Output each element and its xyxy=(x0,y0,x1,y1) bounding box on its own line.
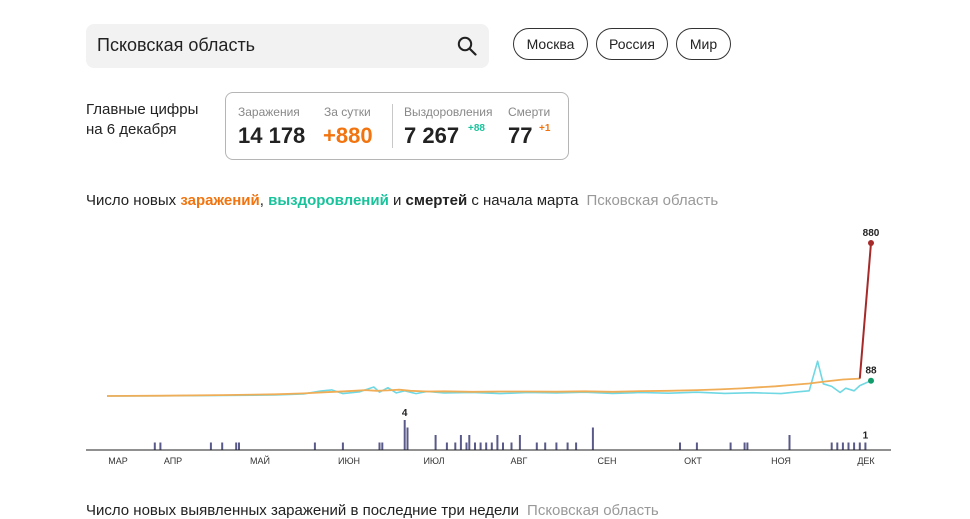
infections-line xyxy=(106,377,860,397)
stats-divider xyxy=(392,104,393,148)
death-bar xyxy=(743,442,746,450)
x-tick-label: ИЮЛ xyxy=(423,456,444,466)
recoveries-line xyxy=(106,360,872,397)
death-bar xyxy=(566,442,569,450)
recoveries-last-point xyxy=(868,377,874,384)
x-tick-label: МАР xyxy=(108,456,128,466)
chart-title-infections: заражений xyxy=(180,192,260,209)
region-button-russia[interactable]: Россия xyxy=(596,28,668,60)
infections-last-label: 880 xyxy=(863,228,880,239)
death-bar xyxy=(788,435,791,450)
death-bar xyxy=(575,442,578,450)
death-bar xyxy=(864,442,867,450)
per-day-caption: За сутки xyxy=(324,105,371,119)
x-tick-label: НОЯ xyxy=(771,456,791,466)
chart-title-recoveries: выздоровлений xyxy=(268,192,389,209)
death-bar xyxy=(378,442,381,450)
chart-area: МАР АПР МАЙ ИЮН ИЮЛ АВГ СЕН ОКТ НОЯ ДЕК 880 88 4 1 xyxy=(86,228,891,466)
death-bar xyxy=(445,442,448,450)
chart-title-region: Псковская область xyxy=(586,192,719,209)
death-bar xyxy=(555,442,558,450)
stats-box: Заражения 14 178 За сутки +880 Выздоровл… xyxy=(225,92,569,160)
chart-title-deaths: смертей xyxy=(405,192,468,209)
chart-title-suffix: с начала марта xyxy=(467,192,579,209)
death-bar xyxy=(238,442,240,450)
deaths-max-label: 4 xyxy=(402,408,408,419)
search-icon[interactable] xyxy=(457,36,477,56)
death-bar xyxy=(403,420,406,450)
death-bar xyxy=(490,442,493,450)
death-bar xyxy=(535,442,538,450)
death-bar xyxy=(221,442,224,450)
recoveries-increment: +88 xyxy=(468,123,485,134)
death-bar xyxy=(474,442,476,450)
death-bar xyxy=(591,427,594,450)
death-bar xyxy=(830,442,833,450)
death-bar xyxy=(841,442,844,450)
death-bar xyxy=(496,435,499,450)
death-bar xyxy=(502,442,504,450)
death-bar xyxy=(341,442,344,450)
death-bar xyxy=(518,435,521,450)
summary-label: Главные цифры на 6 декабря xyxy=(86,100,198,140)
recoveries-value: 7 267 xyxy=(404,123,460,148)
death-bar xyxy=(695,442,698,450)
death-bar xyxy=(381,442,384,450)
death-bar xyxy=(468,435,471,450)
per-day-value: +880 xyxy=(323,123,373,148)
x-tick-label: МАЙ xyxy=(250,455,270,466)
infections-caption: Заражения xyxy=(238,105,300,119)
death-bar xyxy=(746,442,749,450)
death-bar xyxy=(853,442,856,450)
death-bar xyxy=(858,442,861,450)
infections-last-point xyxy=(868,240,874,246)
infections-spike-line xyxy=(858,242,872,379)
second-chart-title-text: Число новых выявленных заражений в после… xyxy=(86,502,520,519)
death-bar xyxy=(847,442,850,450)
deaths-value: 77 xyxy=(508,123,533,148)
death-bar xyxy=(465,442,468,450)
death-bar xyxy=(313,442,316,450)
x-tick-label: ИЮН xyxy=(338,456,360,466)
death-bar xyxy=(729,442,732,450)
region-button-moscow[interactable]: Москва xyxy=(513,28,588,60)
deaths-increment: +1 xyxy=(539,123,551,134)
death-bar xyxy=(544,442,547,450)
death-bar xyxy=(235,442,238,450)
search-box[interactable]: Псковская область xyxy=(86,24,489,68)
death-bar xyxy=(679,442,681,450)
death-bar xyxy=(406,427,409,450)
search-input[interactable]: Псковская область xyxy=(97,35,256,55)
x-tick-label: АВГ xyxy=(511,456,528,466)
death-bar xyxy=(434,435,437,450)
death-bar xyxy=(153,442,156,450)
infections-value: 14 178 xyxy=(238,123,306,148)
recoveries-caption: Выздоровления xyxy=(404,105,493,119)
chart-title-sep2: и xyxy=(388,192,406,209)
x-tick-label: АПР xyxy=(164,456,182,466)
summary-label-line1: Главные цифры xyxy=(86,101,199,118)
summary-label-line2: на 6 декабря xyxy=(86,121,177,138)
deaths-caption: Смерти xyxy=(508,105,551,119)
death-bar xyxy=(454,442,457,450)
x-tick-label: СЕН xyxy=(597,456,616,466)
death-bar xyxy=(479,442,482,450)
chart-title-sep1: , xyxy=(259,192,269,209)
deaths-last-label: 1 xyxy=(863,431,869,442)
recoveries-last-label: 88 xyxy=(865,366,877,377)
death-bar xyxy=(510,442,513,450)
death-bar xyxy=(836,442,839,450)
region-button-world[interactable]: Мир xyxy=(676,28,731,60)
death-bar xyxy=(485,442,488,450)
death-bar xyxy=(159,442,162,450)
chart-title-prefix: Число новых xyxy=(86,192,181,209)
x-tick-label: ДЕК xyxy=(857,456,875,466)
second-chart-title: Число новых выявленных заражений в после… xyxy=(86,502,659,519)
death-bar xyxy=(459,435,462,450)
second-chart-title-region: Псковская область xyxy=(527,502,659,519)
chart-title: Число новых заражений, выздоровлений и с… xyxy=(86,192,718,209)
x-tick-label: ОКТ xyxy=(684,456,702,466)
death-bar xyxy=(209,442,212,450)
